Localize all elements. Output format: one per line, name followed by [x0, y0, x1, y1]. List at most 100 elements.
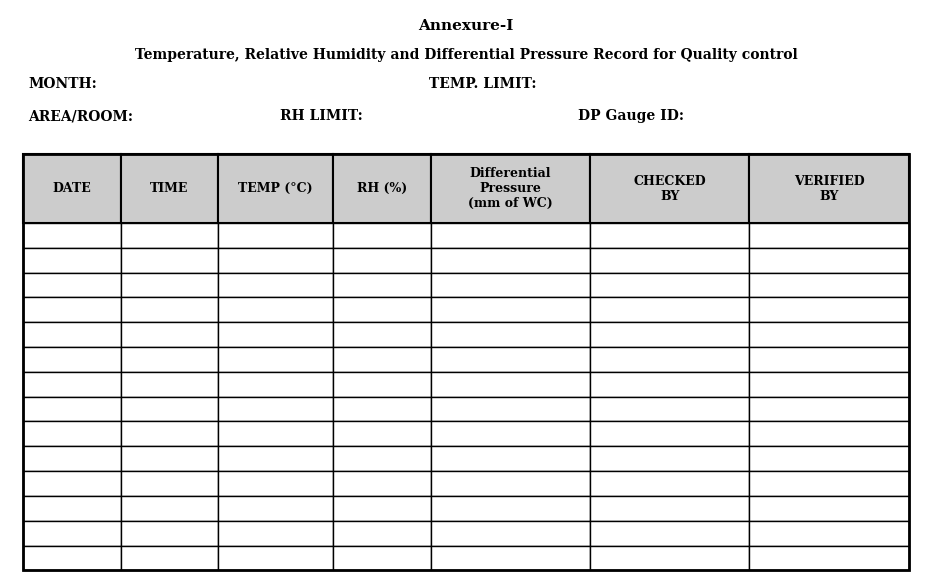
Bar [334, 545, 431, 570]
Bar [431, 154, 590, 223]
Bar [23, 272, 121, 297]
Bar [590, 372, 749, 396]
Bar [218, 446, 334, 471]
Bar [334, 322, 431, 347]
Bar [590, 471, 749, 496]
Bar [334, 154, 431, 223]
Bar [590, 421, 749, 446]
Bar [23, 396, 121, 421]
Bar [749, 396, 909, 421]
Text: TEMP (°C): TEMP (°C) [239, 182, 313, 195]
Bar [431, 496, 590, 521]
Bar [121, 372, 218, 396]
Bar [121, 446, 218, 471]
Bar [749, 545, 909, 570]
Text: Annexure-I: Annexure-I [418, 19, 514, 33]
Bar [23, 545, 121, 570]
Text: Differential
Pressure
(mm of WC): Differential Pressure (mm of WC) [468, 167, 553, 210]
Bar [121, 421, 218, 446]
Text: VERIFIED
BY: VERIFIED BY [794, 175, 864, 203]
Bar [749, 521, 909, 545]
Bar [121, 297, 218, 322]
Bar [218, 322, 334, 347]
Bar [23, 322, 121, 347]
Bar [121, 496, 218, 521]
Bar [23, 347, 121, 372]
Bar [334, 372, 431, 396]
Bar [431, 248, 590, 272]
Bar [431, 372, 590, 396]
Bar [23, 446, 121, 471]
Bar [431, 223, 590, 248]
Bar [749, 272, 909, 297]
Bar [23, 496, 121, 521]
Bar [23, 421, 121, 446]
Bar [334, 396, 431, 421]
Bar [590, 223, 749, 248]
Bar [23, 372, 121, 396]
Text: DP Gauge ID:: DP Gauge ID: [578, 109, 684, 123]
Bar [334, 297, 431, 322]
Bar [334, 446, 431, 471]
Text: AREA/ROOM:: AREA/ROOM: [28, 109, 133, 123]
Text: RH (%): RH (%) [357, 182, 407, 195]
Bar [218, 496, 334, 521]
Bar [334, 347, 431, 372]
Bar [218, 248, 334, 272]
Bar [590, 154, 749, 223]
Bar [121, 154, 218, 223]
Bar [749, 471, 909, 496]
Bar [334, 496, 431, 521]
Text: MONTH:: MONTH: [28, 77, 97, 91]
Bar [334, 223, 431, 248]
Bar [590, 496, 749, 521]
Bar [334, 248, 431, 272]
Bar [590, 347, 749, 372]
Bar [749, 347, 909, 372]
Bar [749, 297, 909, 322]
Text: Temperature, Relative Humidity and Differential Pressure Record for Quality cont: Temperature, Relative Humidity and Diffe… [134, 48, 798, 62]
Text: TIME: TIME [150, 182, 188, 195]
Bar [590, 545, 749, 570]
Bar [218, 154, 334, 223]
Bar [23, 297, 121, 322]
Bar [334, 272, 431, 297]
Bar [121, 471, 218, 496]
Bar [218, 297, 334, 322]
Bar [590, 322, 749, 347]
Bar [749, 421, 909, 446]
Bar [121, 248, 218, 272]
Bar [23, 154, 909, 570]
Bar [23, 154, 121, 223]
Bar [23, 471, 121, 496]
Bar [23, 223, 121, 248]
Bar [431, 446, 590, 471]
Bar [218, 223, 334, 248]
Bar [218, 471, 334, 496]
Text: CHECKED
BY: CHECKED BY [634, 175, 706, 203]
Bar [23, 248, 121, 272]
Bar [121, 545, 218, 570]
Bar [749, 372, 909, 396]
Bar [590, 521, 749, 545]
Bar [23, 521, 121, 545]
Bar [431, 272, 590, 297]
Bar [431, 396, 590, 421]
Bar [749, 248, 909, 272]
Bar [590, 446, 749, 471]
Bar [590, 272, 749, 297]
Bar [431, 471, 590, 496]
Bar [590, 396, 749, 421]
Bar [334, 521, 431, 545]
Bar [121, 396, 218, 421]
Bar [431, 521, 590, 545]
Bar [218, 545, 334, 570]
Bar [431, 421, 590, 446]
Bar [749, 496, 909, 521]
Bar [590, 248, 749, 272]
Bar [749, 223, 909, 248]
Bar [334, 471, 431, 496]
Bar [431, 545, 590, 570]
Text: DATE: DATE [52, 182, 91, 195]
Bar [749, 446, 909, 471]
